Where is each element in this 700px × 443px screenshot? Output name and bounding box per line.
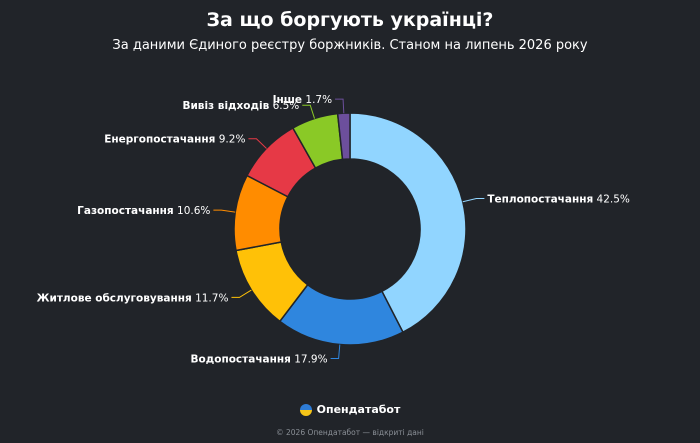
- chart-subtitle: За даними Єдиного реєстру боржників. Ста…: [112, 38, 588, 53]
- chart-title: За що боргують українці?: [206, 9, 494, 31]
- slice-label-name-0: Теплопостачання: [487, 193, 593, 205]
- slice-label-3: Газопостачання 10.6%: [77, 205, 210, 217]
- slice-label-6: Інше 1.7%: [273, 94, 332, 106]
- slice-label-value-3: 10.6%: [174, 205, 211, 217]
- leader-line-0: [462, 197, 485, 203]
- slice-label-0: Теплопостачання 42.5%: [487, 193, 630, 205]
- slice-label-value-0: 42.5%: [593, 193, 630, 205]
- slice-label-name-4: Енергопостачання: [104, 134, 215, 146]
- leader-line-5: [302, 104, 316, 119]
- slice-label-name-6: Інше: [273, 94, 302, 106]
- slice-label-2: Житлове обслуговування 11.7%: [37, 292, 229, 304]
- slice-label-value-6: 1.7%: [302, 94, 332, 106]
- leader-line-4: [248, 138, 267, 149]
- slice-label-name-2: Житлове обслуговування: [37, 292, 192, 304]
- slice-label-value-1: 17.9%: [291, 353, 328, 365]
- slice-label-value-2: 11.7%: [192, 292, 229, 304]
- leader-line-2: [231, 289, 252, 298]
- slice-6: [336, 112, 351, 161]
- slice-label-5: Вивіз відходів 6.5%: [182, 100, 299, 112]
- leader-line-1: [330, 344, 341, 359]
- slice-label-1: Водопостачання 17.9%: [191, 353, 328, 365]
- slice-label-value-4: 9.2%: [215, 134, 245, 146]
- slice-0: [349, 112, 467, 334]
- slice-label-name-1: Водопостачання: [191, 353, 291, 365]
- slice-label-name-3: Газопостачання: [77, 205, 174, 217]
- brand-name: Опендатабот: [316, 403, 401, 416]
- slice-label-name-5: Вивіз відходів: [182, 100, 269, 112]
- leader-line-6: [335, 98, 345, 114]
- slice-label-4: Енергопостачання 9.2%: [104, 134, 245, 146]
- leader-line-3: [213, 209, 236, 213]
- brand: Опендатабот: [0, 403, 700, 416]
- slice-label-value-5: 6.5%: [269, 100, 299, 112]
- footer-note: © 2026 Опендатабот — відкриті дані: [276, 428, 424, 437]
- ukraine-flag-icon: [299, 403, 312, 416]
